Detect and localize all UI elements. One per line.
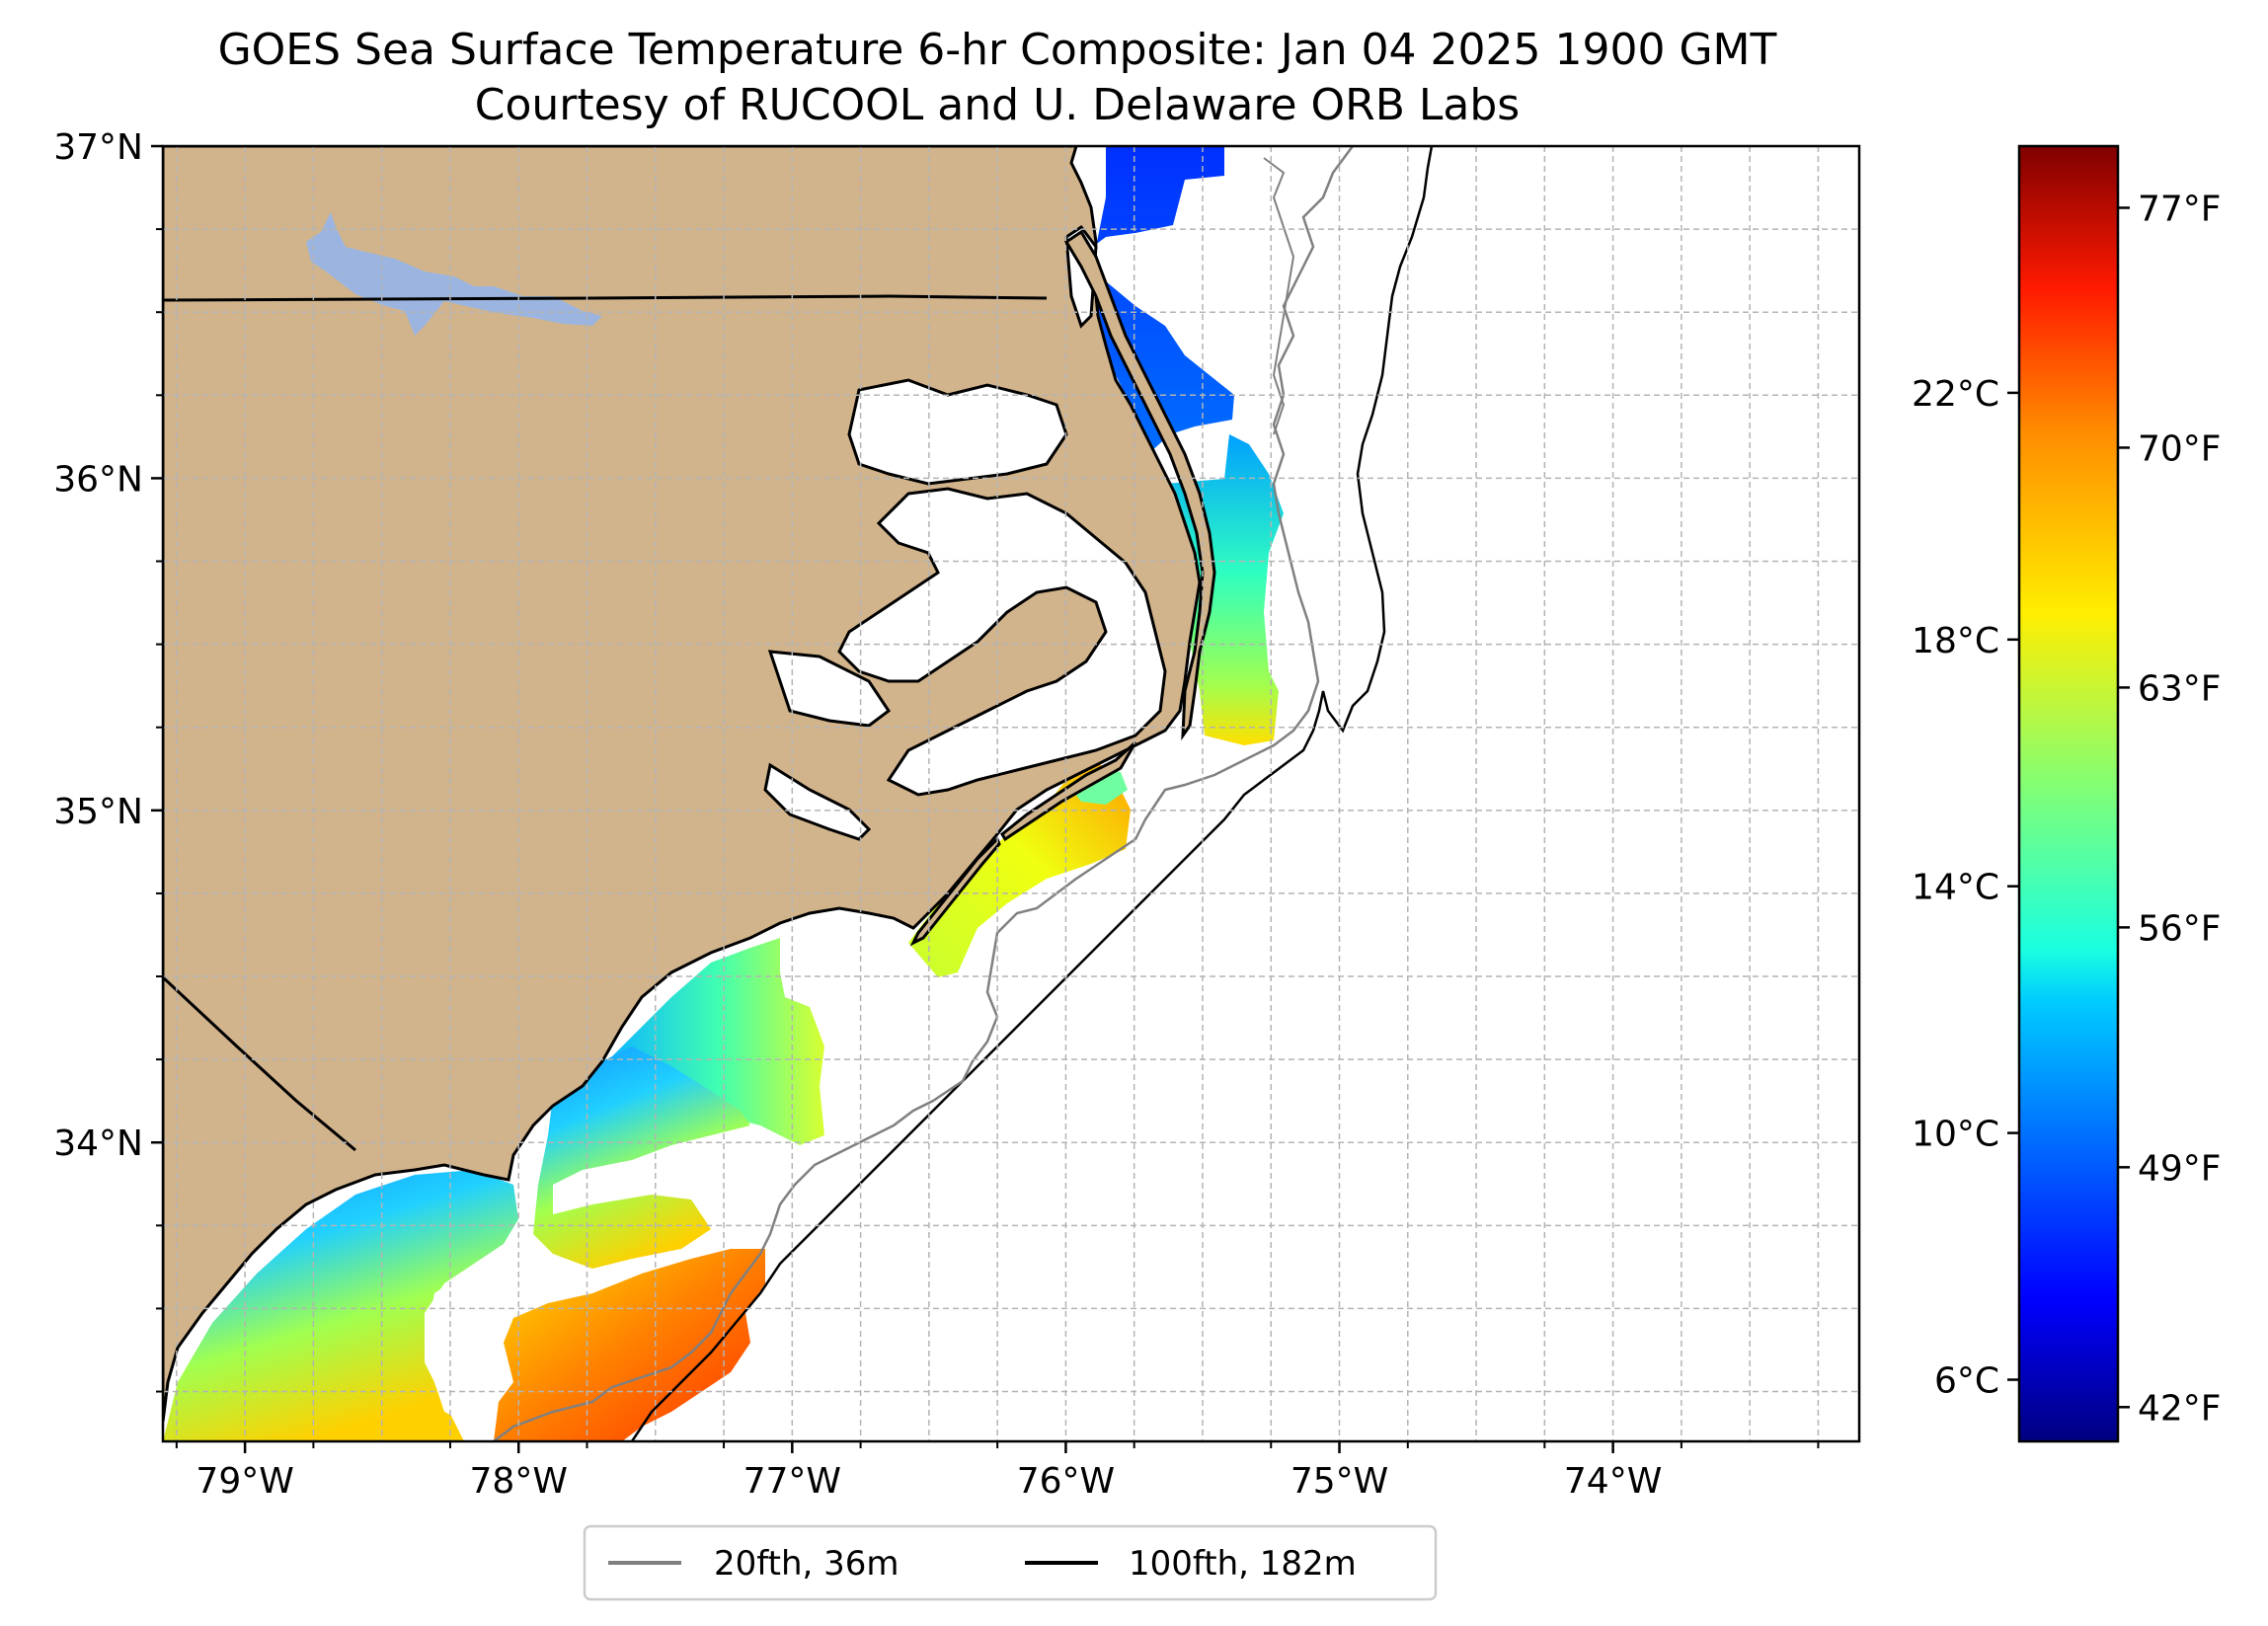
- colorbar-frame: [2017, 144, 2120, 1443]
- sounds: [763, 224, 1167, 841]
- colorbar-ticks: 22°C 18°C 14°C 10°C 6°C 77°F 70°F 63°F 56°F 49°F 4…: [1912, 189, 2221, 1429]
- lon-tick-label: 76°W: [1017, 1461, 1115, 1502]
- lat-tick-label: 35°N: [53, 792, 143, 832]
- lon-tick-label: 78°W: [470, 1461, 568, 1502]
- lat-tick-label: 34°N: [53, 1123, 143, 1164]
- sst-patch-gap: [425, 1264, 513, 1422]
- pamlico-sound: [837, 487, 1167, 797]
- colorbar: [2019, 146, 2118, 1441]
- state-border-va-nc: [163, 294, 1048, 302]
- fahrenheit-tick-label: 49°F: [2138, 1148, 2222, 1189]
- lake: [306, 212, 602, 336]
- outer-banks-north: [1063, 229, 1216, 741]
- fahrenheit-tick-label: 70°F: [2138, 428, 2222, 469]
- fahrenheit-tick-label: 56°F: [2138, 908, 2222, 949]
- lon-tick-label: 75°W: [1290, 1461, 1388, 1502]
- legend-label-100fth: 100fth, 182m: [1129, 1544, 1357, 1584]
- celsius-tick-label: 6°C: [1934, 1361, 1999, 1402]
- celsius-tick-label: 10°C: [1912, 1115, 1999, 1155]
- legend-box: [583, 1524, 1438, 1601]
- legend-label-20fth: 20fth, 36m: [714, 1544, 899, 1584]
- lon-tick-label: 74°W: [1564, 1461, 1662, 1502]
- lat-tick-label: 37°N: [53, 127, 143, 168]
- isobath-100fth: [630, 146, 1434, 1441]
- gridlines: [163, 146, 1859, 1441]
- state-border-nc-sc: [163, 975, 356, 1152]
- celsius-tick-label: 22°C: [1912, 374, 1999, 415]
- sst-patch-gulfstream: [494, 1249, 765, 1441]
- lon-tick-label: 77°W: [743, 1461, 841, 1502]
- outer-banks-south: [1000, 740, 1137, 842]
- sst-patch-shelf: [908, 760, 1131, 977]
- chart-title: GOES Sea Surface Temperature 6-hr Compos…: [217, 25, 1777, 75]
- fahrenheit-tick-label: 42°F: [2138, 1388, 2222, 1429]
- isobath-20fth-north-ring: [1263, 157, 1295, 435]
- neuse-river: [763, 762, 872, 841]
- lon-tick-label: 79°W: [196, 1461, 293, 1502]
- celsius-tick-label: 18°C: [1912, 621, 1999, 661]
- sst-patch-north: [1086, 146, 1234, 464]
- pamlico-river: [767, 650, 892, 728]
- sst-patch-longbay: [163, 1170, 518, 1441]
- map-axes: 79°W 78°W 77°W 76°W 75°W 74°W 37°N 36°N 35°N 34°N: [53, 127, 1820, 1502]
- fahrenheit-tick-label: 63°F: [2138, 668, 2222, 709]
- legend: 20fth, 36m 100fth, 182m: [583, 1524, 1438, 1601]
- albemarle-sound: [847, 378, 1068, 486]
- barrier-islands: [909, 229, 1216, 947]
- celsius-tick-label: 14°C: [1912, 868, 1999, 908]
- chart-subtitle: Courtesy of RUCOOL and U. Delaware ORB L…: [474, 80, 1521, 130]
- map-frame: [161, 144, 1861, 1443]
- core-banks: [909, 836, 1001, 947]
- sst-patch-onslow: [612, 938, 824, 1145]
- lat-tick-label: 36°N: [53, 459, 143, 500]
- sst-field: [163, 146, 1284, 1441]
- fahrenheit-tick-label: 77°F: [2138, 189, 2222, 229]
